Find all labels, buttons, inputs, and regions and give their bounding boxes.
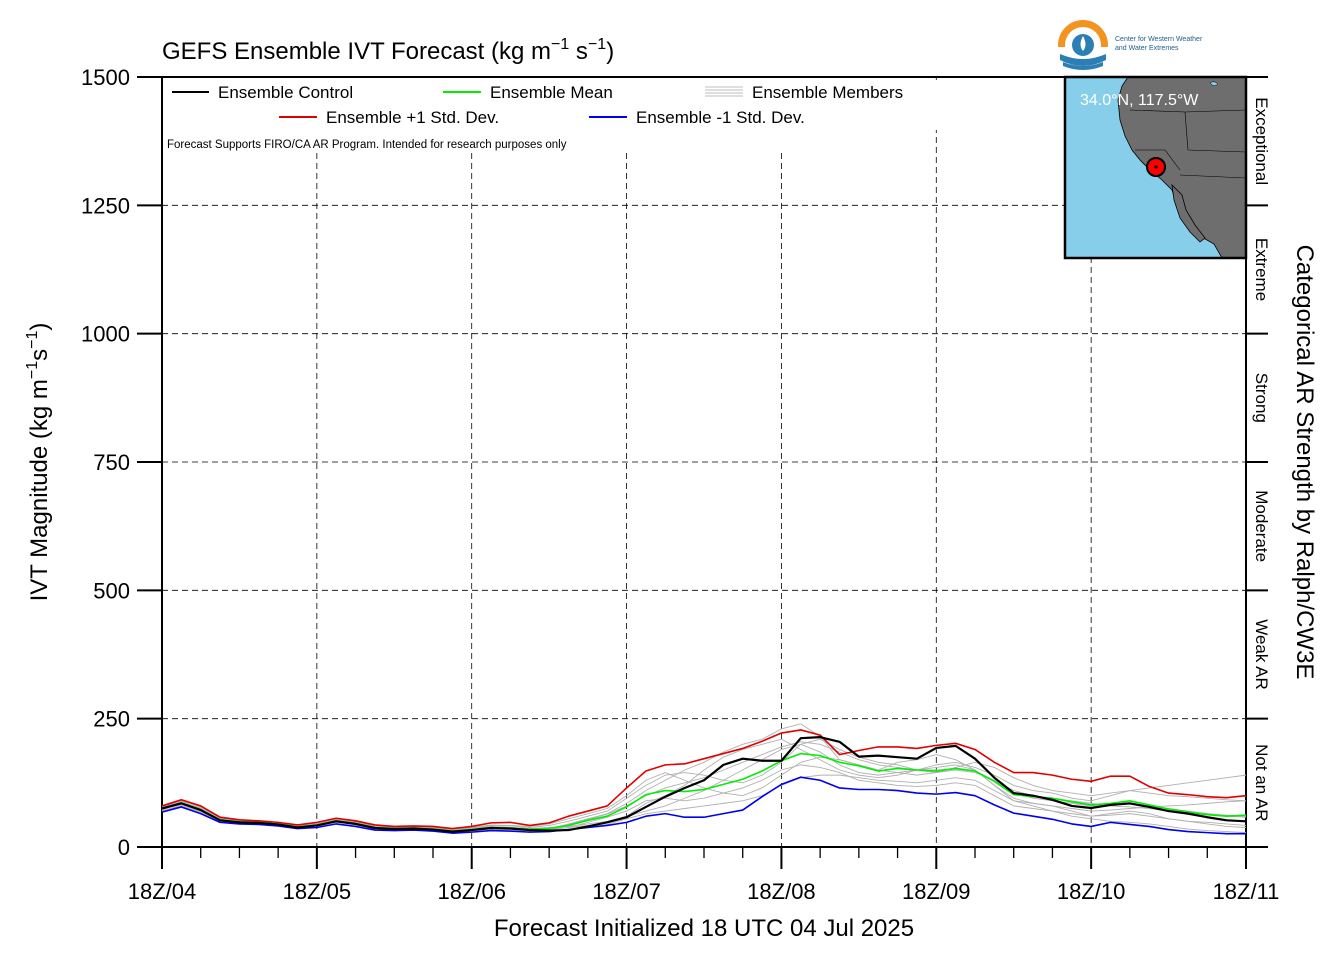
ensemble-member-line [161, 743, 1247, 834]
x-axis-title: Forecast Initialized 18 UTC 04 Jul 2025 [494, 915, 914, 942]
legend-label-plus-std: Ensemble +1 Std. Dev. [326, 108, 499, 127]
ar-category-labels: Not an AR Weak AR Moderate Strong Extreme Exc… [1252, 97, 1271, 821]
category-label: Not an AR [1252, 744, 1271, 822]
cw3e-logo: Center for Western Weather and Water Ext… [1058, 20, 1203, 71]
axes: 0 250 500 750 1000 1250 1500 18Z/04 18Z/05 18Z/06… [81, 65, 1279, 904]
legend-label-minus-std: Ensemble -1 Std. Dev. [636, 108, 805, 127]
x-tick-label: 18Z/04 [128, 879, 197, 904]
research-note: Forecast Supports FIRO/CA AR Program. In… [167, 139, 567, 151]
logo-text-line-2: and Water Extremes [1115, 45, 1179, 52]
legend-label-members: Ensemble Members [752, 83, 903, 102]
category-label: Moderate [1252, 490, 1271, 562]
y-tick-label: 250 [93, 707, 130, 732]
y-tick-label: 750 [93, 450, 130, 475]
location-inset-map: 34.0°N, 117.5°W [1063, 75, 1248, 260]
ensemble-series [161, 729, 1247, 835]
grid [162, 77, 1246, 847]
category-label: Exceptional [1252, 97, 1271, 185]
y-tick-label: 1500 [81, 65, 130, 90]
ensemble-control-line [161, 736, 1247, 833]
chart-title: GEFS Ensemble IVT Forecast (kg m−1 s−1) [162, 36, 614, 65]
y-tick-label: 1000 [81, 322, 130, 347]
y-tick-label: 1250 [81, 193, 130, 218]
category-label: Weak AR [1252, 619, 1271, 690]
ensemble-member-line [161, 756, 1247, 830]
legend-label-control: Ensemble Control [218, 83, 353, 102]
ensemble-minus-std-line [161, 776, 1246, 835]
ensemble-mean-line [161, 752, 1247, 832]
x-tick-label: 18Z/05 [283, 879, 352, 904]
x-tick-label: 18Z/06 [437, 879, 506, 904]
category-label: Extreme [1252, 238, 1271, 301]
right-axis-title: Categorical AR Strength by Ralph/CW3E [1291, 245, 1318, 680]
category-label: Strong [1252, 373, 1271, 423]
y-tick-label: 500 [93, 578, 130, 603]
x-tick-label: 18Z/11 [1213, 879, 1280, 904]
x-tick-label: 18Z/10 [1057, 879, 1126, 904]
logo-text-line-1: Center for Western Weather [1115, 36, 1203, 43]
legend: Ensemble Control Ensemble Mean Ensemble … [165, 80, 945, 130]
ensemble-members [161, 723, 1247, 834]
y-tick-label: 0 [118, 835, 130, 860]
x-tick-label: 18Z/08 [747, 879, 816, 904]
legend-label-mean: Ensemble Mean [490, 83, 613, 102]
location-label: 34.0°N, 117.5°W [1080, 92, 1199, 109]
legend-swatch-members [705, 86, 743, 97]
x-tick-label: 18Z/09 [902, 879, 971, 904]
x-tick-label: 18Z/07 [592, 879, 661, 904]
y-axis-title: IVT Magnitude (kg m−1s−1) [24, 323, 53, 602]
ensemble-plus-std-line [161, 729, 1247, 830]
